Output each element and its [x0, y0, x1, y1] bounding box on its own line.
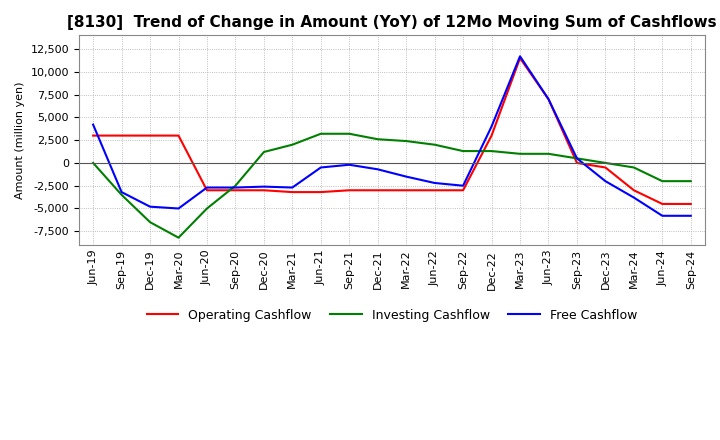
Investing Cashflow — [345, 131, 354, 136]
Investing Cashflow — [459, 148, 467, 154]
Free Cashflow — [288, 185, 297, 190]
Operating Cashflow — [686, 202, 695, 207]
Investing Cashflow — [374, 136, 382, 142]
Free Cashflow — [174, 206, 183, 211]
Line: Investing Cashflow: Investing Cashflow — [93, 134, 690, 238]
Investing Cashflow — [601, 160, 610, 165]
Operating Cashflow — [145, 133, 154, 138]
Operating Cashflow — [288, 190, 297, 195]
Investing Cashflow — [544, 151, 553, 157]
Operating Cashflow — [117, 133, 126, 138]
Free Cashflow — [402, 174, 410, 179]
Free Cashflow — [572, 156, 581, 161]
Y-axis label: Amount (million yen): Amount (million yen) — [15, 81, 25, 199]
Operating Cashflow — [459, 187, 467, 193]
Free Cashflow — [202, 185, 211, 190]
Free Cashflow — [629, 195, 638, 200]
Operating Cashflow — [202, 187, 211, 193]
Free Cashflow — [117, 190, 126, 195]
Free Cashflow — [89, 122, 97, 127]
Operating Cashflow — [402, 187, 410, 193]
Investing Cashflow — [260, 149, 269, 154]
Operating Cashflow — [317, 190, 325, 195]
Investing Cashflow — [317, 131, 325, 136]
Free Cashflow — [260, 184, 269, 189]
Free Cashflow — [145, 204, 154, 209]
Operating Cashflow — [629, 187, 638, 193]
Operating Cashflow — [516, 55, 524, 61]
Operating Cashflow — [374, 187, 382, 193]
Operating Cashflow — [174, 133, 183, 138]
Free Cashflow — [601, 179, 610, 184]
Investing Cashflow — [629, 165, 638, 170]
Free Cashflow — [544, 96, 553, 102]
Investing Cashflow — [487, 148, 496, 154]
Operating Cashflow — [231, 187, 240, 193]
Line: Free Cashflow: Free Cashflow — [93, 56, 690, 216]
Investing Cashflow — [174, 235, 183, 240]
Free Cashflow — [345, 162, 354, 167]
Operating Cashflow — [345, 187, 354, 193]
Investing Cashflow — [402, 139, 410, 144]
Free Cashflow — [516, 54, 524, 59]
Investing Cashflow — [117, 192, 126, 198]
Line: Operating Cashflow: Operating Cashflow — [93, 58, 690, 204]
Investing Cashflow — [202, 206, 211, 211]
Investing Cashflow — [89, 160, 97, 165]
Free Cashflow — [459, 183, 467, 188]
Operating Cashflow — [544, 96, 553, 102]
Free Cashflow — [658, 213, 667, 218]
Free Cashflow — [431, 180, 439, 186]
Investing Cashflow — [288, 142, 297, 147]
Operating Cashflow — [431, 187, 439, 193]
Free Cashflow — [374, 167, 382, 172]
Investing Cashflow — [658, 179, 667, 184]
Operating Cashflow — [658, 202, 667, 207]
Investing Cashflow — [431, 142, 439, 147]
Free Cashflow — [317, 165, 325, 170]
Free Cashflow — [487, 124, 496, 129]
Free Cashflow — [686, 213, 695, 218]
Investing Cashflow — [145, 220, 154, 225]
Investing Cashflow — [516, 151, 524, 157]
Free Cashflow — [231, 185, 240, 190]
Operating Cashflow — [601, 165, 610, 170]
Investing Cashflow — [231, 183, 240, 188]
Legend: Operating Cashflow, Investing Cashflow, Free Cashflow: Operating Cashflow, Investing Cashflow, … — [142, 304, 642, 327]
Investing Cashflow — [572, 156, 581, 161]
Operating Cashflow — [572, 160, 581, 165]
Operating Cashflow — [89, 133, 97, 138]
Operating Cashflow — [487, 133, 496, 138]
Investing Cashflow — [686, 179, 695, 184]
Title: [8130]  Trend of Change in Amount (YoY) of 12Mo Moving Sum of Cashflows: [8130] Trend of Change in Amount (YoY) o… — [67, 15, 717, 30]
Operating Cashflow — [260, 187, 269, 193]
